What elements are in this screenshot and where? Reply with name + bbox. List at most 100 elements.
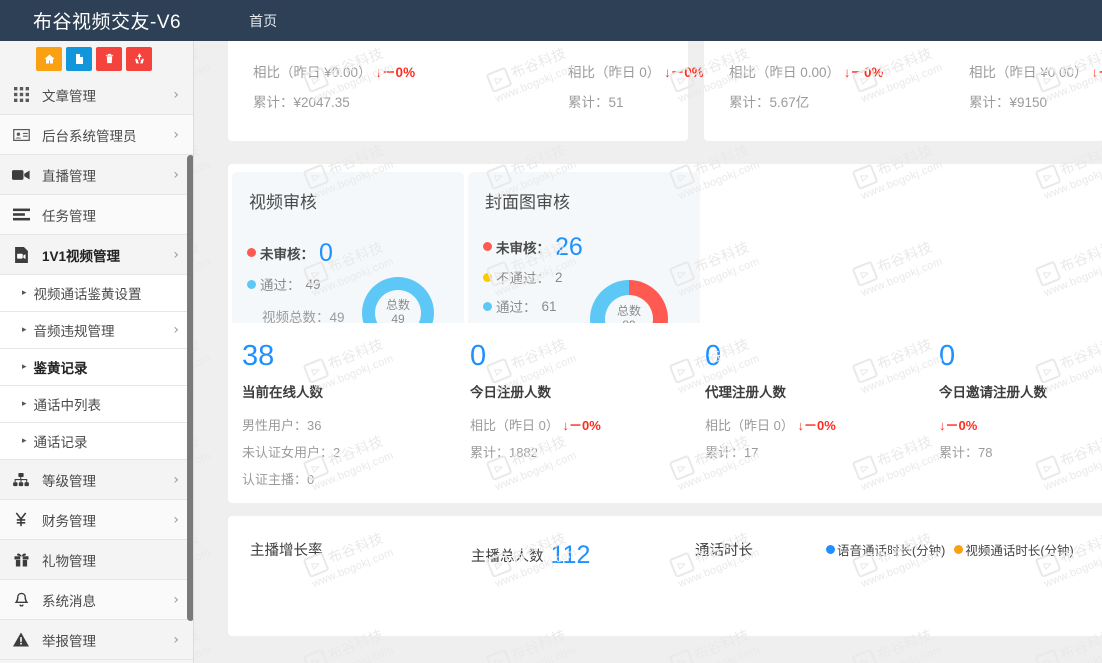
sidebar-subitem-porn-records[interactable]: ▸ 鉴黄记录 (0, 349, 193, 386)
pending-value: 26 (555, 233, 583, 261)
stat-compare: ↓－0% (939, 415, 1047, 434)
sidebar-item-admin-users[interactable]: 后台系统管理员 › (0, 115, 193, 155)
chevron-right-icon: › (173, 471, 179, 488)
legend-item-voice[interactable]: 语音通话时长(分钟) (826, 540, 945, 559)
status-dot-pending (483, 242, 492, 251)
down-delta: ↓－0% (375, 65, 416, 80)
top-card-compare: 相比（昨日 0.00） ↓－0% (729, 65, 884, 80)
id-card-icon (10, 125, 32, 145)
video-camera-icon (10, 165, 32, 185)
sidebar-item-label: 举报管理 (42, 633, 96, 649)
donut-center-value: 49 (391, 312, 405, 326)
sidebar-item-1v1-video-management[interactable]: 1V1视频管理 › (0, 235, 193, 275)
reject-row: 不通过： 2 (483, 267, 563, 287)
status-dot-pass (247, 279, 256, 289)
bell-icon (10, 590, 32, 610)
down-delta: ↓－0% (797, 418, 836, 434)
stat-total: 累计：1882 (470, 445, 538, 461)
sidebar-item-task-management[interactable]: 任务管理 (0, 195, 193, 235)
nav-item-home[interactable]: 首页 (249, 12, 278, 29)
growth-rate-title: 主播增长率 (250, 543, 323, 559)
pending-value: 0 (319, 239, 333, 267)
yuan-icon (10, 510, 32, 530)
pass-value: 49 (305, 276, 321, 292)
recycle-icon-button[interactable] (126, 46, 152, 71)
stat-line: 未认证女用户：2 (242, 445, 341, 461)
sidebar-subitem-label: 鉴黄记录 (33, 361, 88, 376)
pending-row: 未审核： 0 (247, 239, 333, 267)
sidebar-item-system-messages[interactable]: 系统消息 › (0, 580, 193, 620)
reject-label: 不通过： (496, 271, 550, 286)
sidebar-subitem-label: 通话中列表 (33, 398, 102, 413)
stat-total: 累计：78 (939, 445, 993, 461)
hierarchy-icon (10, 470, 32, 490)
sidebar-subitem-label: 通话记录 (33, 435, 88, 450)
stat-caption: 今日注册人数 (470, 385, 551, 401)
sidebar-item-article-management[interactable]: 文章管理 › (0, 75, 193, 115)
sidebar-item-report-management[interactable]: 举报管理 › (0, 620, 193, 660)
triangle-icon: ▸ (22, 325, 27, 335)
stat-value: 0 (705, 340, 722, 372)
file-icon-button[interactable] (66, 46, 92, 71)
sidebar-item-label: 系统消息 (42, 593, 96, 609)
stat-agent-registrations: 0 代理注册人数 相比（昨日 0） ↓－0% 累计：17 (705, 341, 836, 461)
sidebar-item-gift-management[interactable]: 礼物管理 (0, 540, 193, 580)
sidebar-subitem-video-call-porn-settings[interactable]: ▸ 视频通话鉴黄设置 (0, 275, 193, 312)
chevron-right-icon: › (173, 166, 179, 183)
stat-online-users: 38 当前在线人数 男性用户：36 未认证女用户：2 认证主播：0 (242, 341, 340, 488)
chevron-right-icon: › (173, 322, 179, 338)
pass-row: 通过： 49 (247, 274, 321, 294)
stat-value: 0 (470, 340, 487, 372)
donut-center-label: 总数 (616, 304, 641, 319)
top-header: 布谷视频交友-V6 首页 (0, 0, 1102, 41)
quick-action-bar (0, 41, 193, 75)
sidebar-subitem-label: 视频通话鉴黄设置 (33, 287, 142, 302)
stat-value: 38 (242, 340, 275, 372)
video-file-icon (10, 245, 32, 265)
warning-icon (10, 630, 32, 650)
grid-icon (10, 85, 32, 105)
pass-value: 61 (541, 298, 557, 314)
sidebar-item-label: 财务管理 (42, 513, 96, 529)
sidebar-subitem-call-records[interactable]: ▸ 通话记录 (0, 423, 193, 460)
chevron-right-icon: › (173, 86, 179, 103)
legend-dot-video (954, 545, 964, 554)
sidebar-item-label: 礼物管理 (42, 553, 96, 569)
sidebar-subitem-in-call-list[interactable]: ▸ 通话中列表 (0, 386, 193, 423)
sidebar-item-label: 任务管理 (42, 208, 96, 224)
donut-center-label: 总数 (385, 298, 410, 313)
stat-today-invited-registrations: 0 今日邀请注册人数 ↓－0% 累计：78 (939, 341, 1047, 461)
stat-line: 认证主播：0 (242, 472, 315, 488)
chevron-right-icon: › (173, 246, 179, 263)
sidebar-item-label: 等级管理 (42, 473, 96, 489)
user-stats-row: 38 当前在线人数 男性用户：36 未认证女用户：2 认证主播：0 0 今日注册… (228, 323, 1102, 503)
top-card-3: 相比（昨日 0.00） ↓－0% 累计：5.67亿 (704, 41, 1102, 141)
pending-label: 未审核： (260, 246, 314, 262)
call-duration-legend: 语音通话时长(分钟) 视频通话时长(分钟) (826, 540, 1074, 559)
trash-icon-button[interactable] (96, 46, 122, 71)
chevron-right-icon: › (173, 631, 179, 648)
sidebar-subitem-audio-violation-management[interactable]: ▸ 音频违规管理 › (0, 312, 193, 349)
top-card-compare: 相比（昨日 0） ↓－0% (568, 65, 704, 80)
sidebar-item-finance-management[interactable]: 财务管理 › (0, 500, 193, 540)
top-card-total: 累计：¥2047.35 (253, 95, 350, 110)
donut-center: 总数 49 (362, 277, 434, 349)
list-icon (10, 205, 32, 225)
brand-title: 布谷视频交友-V6 (33, 12, 182, 33)
sidebar-item-level-management[interactable]: 等级管理 › (0, 460, 193, 500)
sidebar-scrollbar-thumb[interactable] (187, 155, 193, 621)
chevron-right-icon: › (173, 126, 179, 143)
sidebar-item-live-management[interactable]: 直播管理 › (0, 155, 193, 195)
sidebar-item-label: 1V1视频管理 (42, 248, 121, 264)
call-duration-title: 通话时长 (695, 543, 753, 559)
home-icon-button[interactable] (36, 46, 62, 71)
top-card-total: 累计：51 (568, 95, 624, 110)
main-content: 相比（昨日 ¥0.00） ↓－0% 累计：¥2047.35 相比（昨日 0） ↓… (194, 41, 1102, 663)
bottom-charts-row: 主播增长率 主播总人数 112 通话时长 语音通话时长(分钟) 视频通话时长(分… (228, 516, 1102, 636)
stat-compare: 相比（昨日 0） ↓－0% (470, 418, 601, 434)
status-dot-pass (483, 301, 492, 311)
down-delta: ↓－ (1091, 65, 1102, 80)
legend-item-video[interactable]: 视频通话时长(分钟) (954, 540, 1074, 559)
sidebar-item-label: 后台系统管理员 (42, 128, 137, 144)
anchor-total-label: 主播总人数 (471, 549, 544, 565)
